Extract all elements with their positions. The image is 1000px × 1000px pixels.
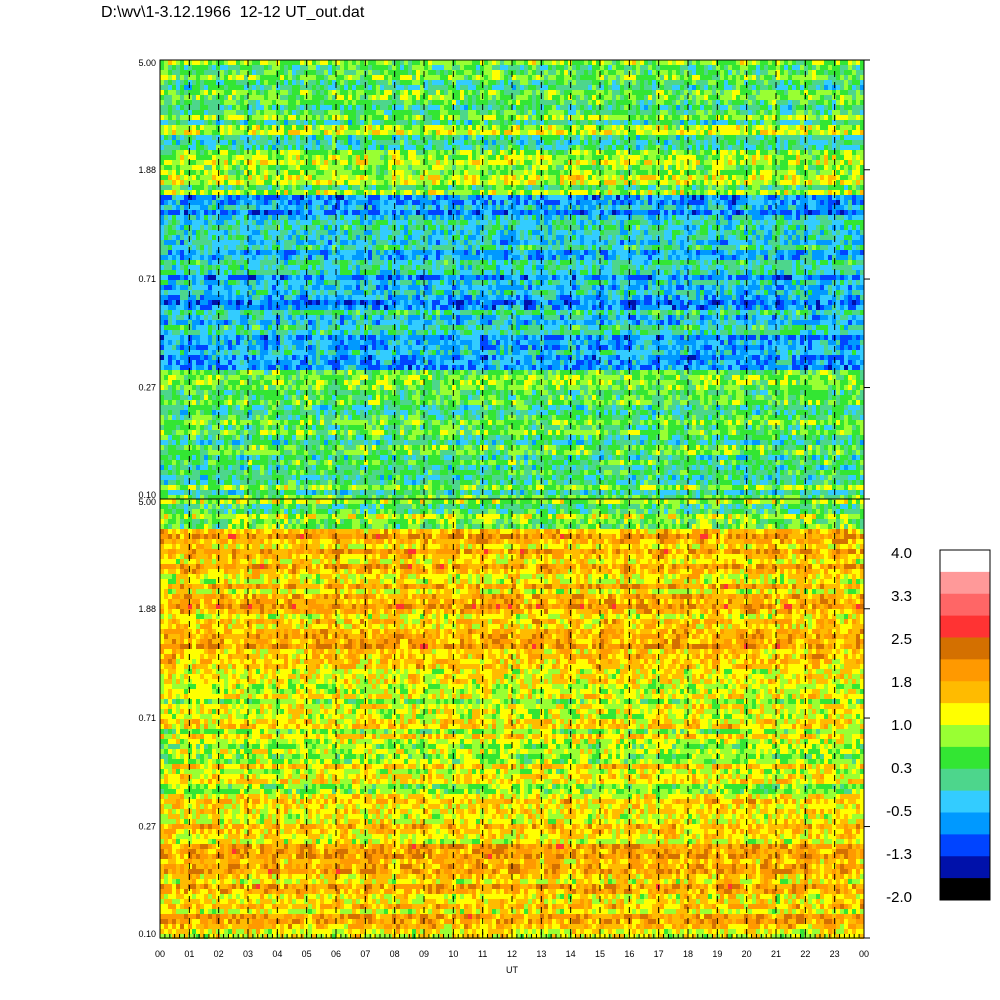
colorbar-segment <box>940 813 990 835</box>
colorbar-segment <box>940 747 990 769</box>
x-tick-label: 00 <box>155 949 165 959</box>
colorbar-tick-label: 1.0 <box>891 717 912 734</box>
x-tick-label: 07 <box>360 949 370 959</box>
colorbar-tick-label: 1.8 <box>891 674 912 691</box>
x-tick-label: 08 <box>390 949 400 959</box>
x-tick-label: 23 <box>830 949 840 959</box>
colorbar-segment <box>940 638 990 660</box>
colorbar-tick-label: -1.3 <box>886 846 912 863</box>
x-tick-label: 12 <box>507 949 517 959</box>
colorbar-segment <box>940 791 990 813</box>
colorbar-segment <box>940 725 990 747</box>
colorbar: 4.0 3.3 2.5 1.8 1.0 0.3 -0.5 -1.3 -2.0 <box>886 545 990 906</box>
x-tick-label: 01 <box>184 949 194 959</box>
colorbar-segment <box>940 703 990 725</box>
x-tick-label: 18 <box>683 949 693 959</box>
colorbar-segment <box>940 878 990 900</box>
y-tick-label: 0.71 <box>138 274 156 284</box>
x-tick-label: 11 <box>478 949 487 959</box>
colorbar-segment <box>940 550 990 572</box>
x-axis-label: UT <box>506 965 518 975</box>
colorbar-segment <box>940 594 990 616</box>
x-tick-label: 16 <box>624 949 634 959</box>
x-tick-label: 05 <box>302 949 312 959</box>
y-tick-label: 5.00 <box>138 58 156 68</box>
colorbar-tick-label: 4.0 <box>891 545 912 562</box>
heatmap-panel-2 <box>160 499 864 939</box>
y-tick-label: 0.27 <box>138 822 156 832</box>
colorbar-tick-label: -2.0 <box>886 889 912 906</box>
y-tick-label: 5.00 <box>138 497 156 507</box>
colorbar-segment <box>940 659 990 681</box>
x-tick-label: 14 <box>566 949 576 959</box>
y-tick-label: 0.27 <box>138 383 156 393</box>
y-tick-label: 1.88 <box>138 604 156 614</box>
colorbar-segment <box>940 616 990 638</box>
y-tick-label: 0.71 <box>138 713 156 723</box>
colorbar-tick-label: 2.5 <box>891 631 912 648</box>
x-tick-label: 04 <box>272 949 282 959</box>
x-tick-label: 03 <box>243 949 253 959</box>
colorbar-tick-label: 3.3 <box>891 588 912 605</box>
colorbar-segment <box>940 769 990 791</box>
colorbar-tick-label: -0.5 <box>886 803 912 820</box>
x-tick-label: 19 <box>712 949 722 959</box>
colorbar-segment <box>940 681 990 703</box>
x-tick-label: 15 <box>595 949 605 959</box>
y-tick-label: 1.88 <box>138 165 156 175</box>
colorbar-segment <box>940 856 990 878</box>
x-tick-label: 22 <box>800 949 810 959</box>
colorbar-segment <box>940 834 990 856</box>
x-tick-label: 00 <box>859 949 869 959</box>
x-tick-label: 20 <box>742 949 752 959</box>
colorbar-tick-label: 0.3 <box>891 760 912 777</box>
x-tick-label: 02 <box>214 949 224 959</box>
x-tick-label: 13 <box>536 949 546 959</box>
x-tick-label: 17 <box>654 949 664 959</box>
x-tick-label: 09 <box>419 949 429 959</box>
x-tick-label: 06 <box>331 949 341 959</box>
x-tick-label: 10 <box>448 949 458 959</box>
y-tick-label: 0.10 <box>138 929 156 939</box>
x-tick-label: 21 <box>771 949 781 959</box>
colorbar-segment <box>940 572 990 594</box>
